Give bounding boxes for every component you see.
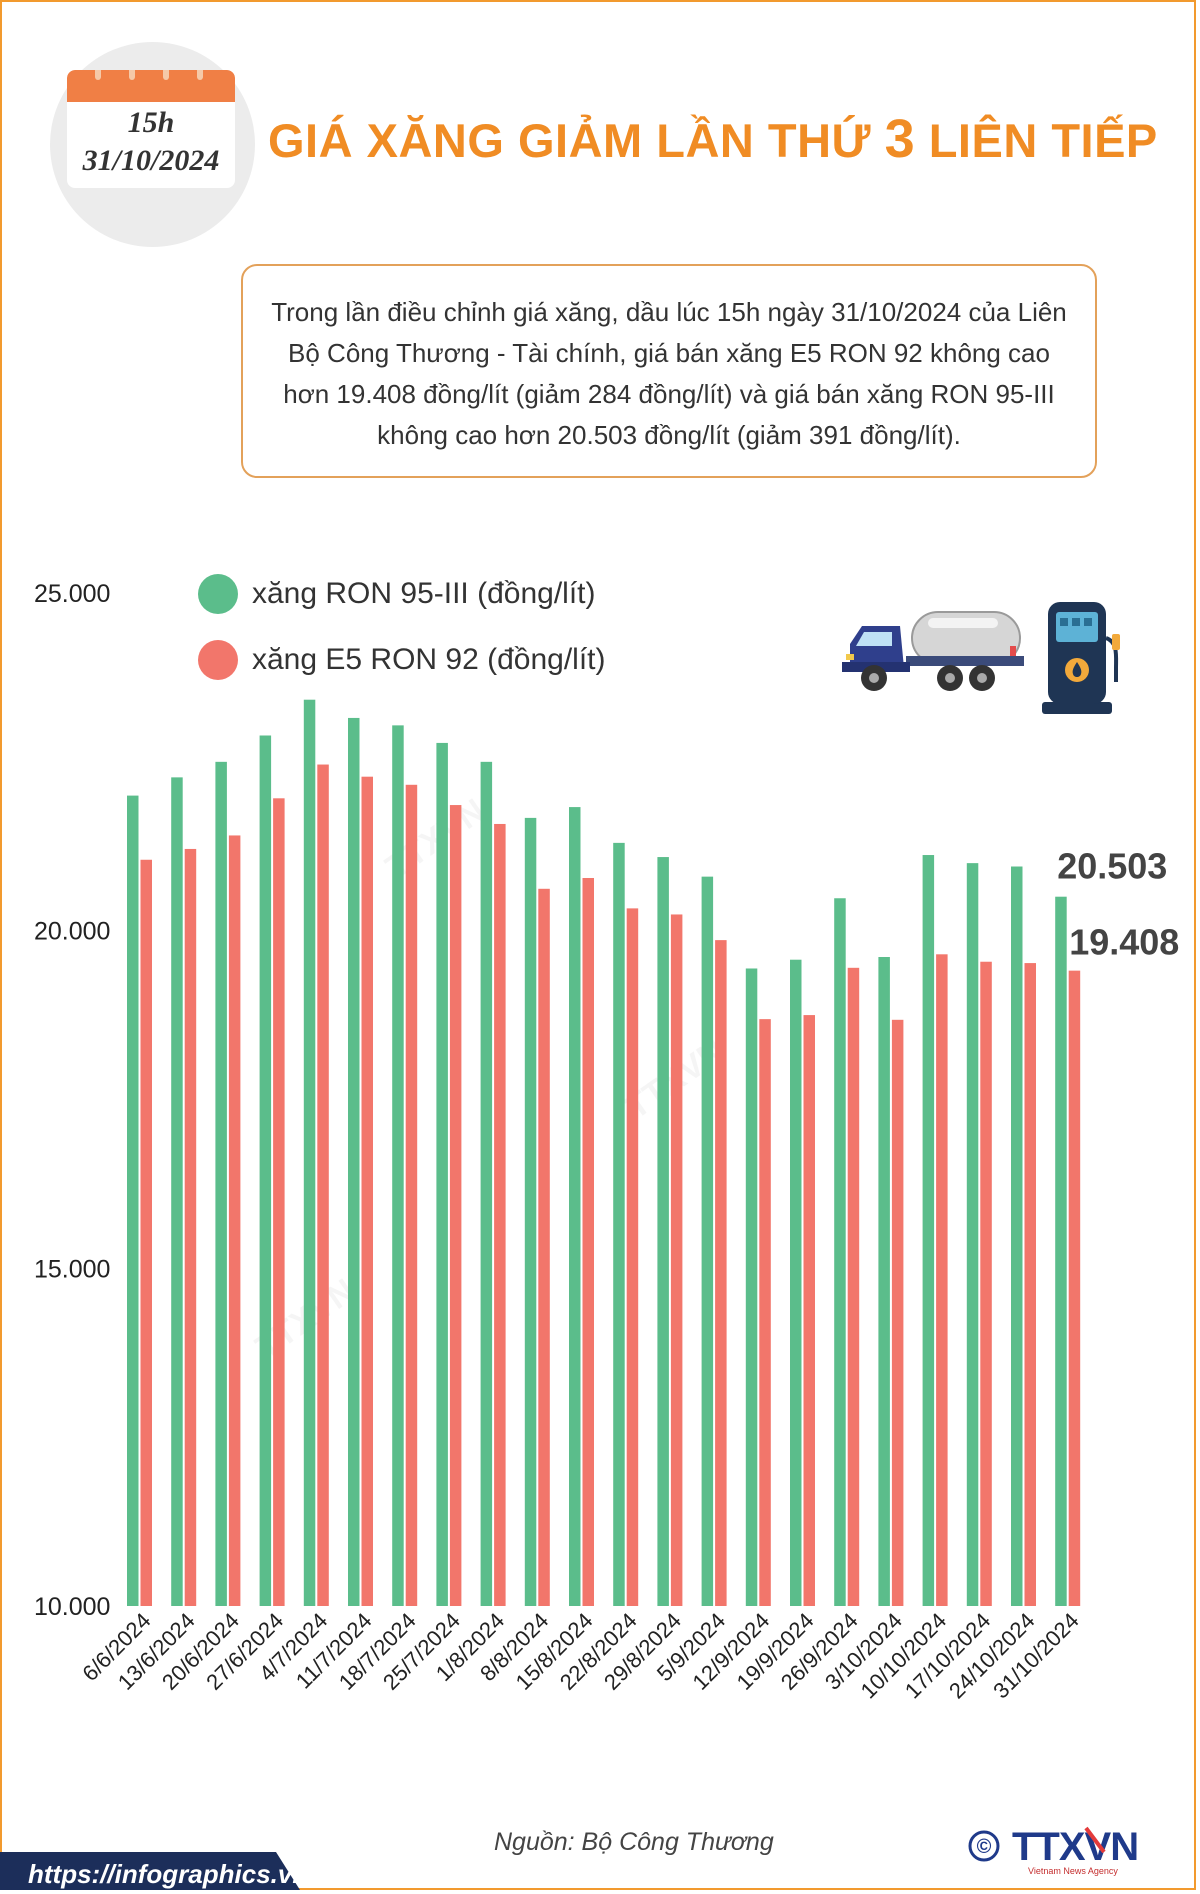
bar-e5: [273, 798, 285, 1606]
bar-e5: [891, 1019, 904, 1606]
bar-ron95: [922, 855, 935, 1606]
bar-e5: [317, 764, 329, 1606]
bar-ron95: [348, 717, 360, 1606]
bar-ron95: [127, 795, 139, 1606]
y-tick-label: 25.000: [34, 580, 110, 608]
bar-e5: [980, 961, 992, 1606]
bar-e5: [847, 967, 860, 1606]
bar-e5: [803, 1015, 815, 1606]
bar-ron95: [480, 761, 493, 1606]
bar-e5: [494, 823, 506, 1606]
bar-e5: [538, 888, 550, 1606]
legend-item-ron95: xăng RON 95-III (đồng/lít): [198, 572, 595, 616]
page-title: GIÁ XĂNG GIẢM LẦN THỨ 3 LIÊN TIẾP: [268, 108, 1178, 170]
calendar-time: 15h: [127, 106, 175, 139]
bar-ron95: [569, 807, 581, 1606]
bar-e5: [626, 908, 639, 1606]
website-link[interactable]: https://infographics.vn: [28, 1859, 309, 1889]
bar-ron95: [834, 898, 846, 1606]
y-tick-label: 10.000: [34, 1593, 110, 1621]
bar-ron95: [966, 863, 979, 1606]
source-note: Nguồn: Bộ Công Thương: [494, 1828, 774, 1856]
bar-e5: [759, 1019, 771, 1606]
bar-ron95: [436, 742, 448, 1606]
annotation-ron95-latest: 20.503: [1057, 846, 1167, 887]
bar-ron95: [745, 968, 758, 1606]
bar-ron95: [701, 876, 714, 1606]
svg-text:Vietnam News Agency: Vietnam News Agency: [1028, 1866, 1118, 1876]
bar-e5: [361, 776, 373, 1606]
bar-e5: [936, 954, 948, 1606]
bar-ron95: [524, 817, 537, 1606]
bar-ron95: [613, 842, 625, 1606]
svg-text:©: ©: [977, 1836, 992, 1858]
legend-item-e5: xăng E5 RON 92 (đồng/lít): [198, 638, 606, 682]
bar-ron95: [303, 699, 316, 1606]
legend-label-e5: xăng E5 RON 92 (đồng/lít): [252, 643, 606, 676]
svg-text:TTXVN: TTXVN: [1012, 1825, 1138, 1869]
fuel-pump-icon: [1042, 602, 1120, 714]
bar-ron95: [1055, 896, 1067, 1606]
title-text-end: LIÊN TIẾP: [915, 114, 1158, 167]
bar-ron95: [1011, 866, 1023, 1606]
legend-swatch-e5: [198, 640, 238, 680]
bar-e5: [1068, 970, 1081, 1606]
ttxvn-logo: © TTXVN Vietnam News Agency: [968, 1825, 1139, 1876]
bar-e5: [715, 940, 727, 1606]
bar-ron95: [215, 761, 227, 1606]
annotation-e5-latest: 19.408: [1069, 922, 1179, 963]
y-tick-label: 15.000: [34, 1255, 110, 1283]
title-text-start: GIÁ XĂNG GIẢM LẦN THỨ: [268, 114, 885, 167]
tanker-truck-icon: [842, 611, 1024, 691]
website-banner: [0, 1852, 300, 1890]
bar-ron95: [878, 957, 890, 1606]
calendar-icon: 15h 31/10/2024: [67, 70, 235, 188]
bar-e5: [1024, 963, 1036, 1606]
bar-e5: [582, 877, 594, 1606]
description-box: Trong lần điều chỉnh giá xăng, dầu lúc 1…: [241, 264, 1097, 478]
bar-ron95: [259, 735, 272, 1606]
y-tick-label: 20.000: [34, 918, 110, 946]
bar-chart: 10.00015.00020.00025.0006/6/202413/6/202…: [34, 580, 1179, 1703]
bar-e5: [228, 835, 241, 1606]
title-number: 3: [884, 109, 916, 169]
bar-ron95: [657, 857, 669, 1606]
legend-label-ron95: xăng RON 95-III (đồng/lít): [252, 577, 596, 610]
bar-ron95: [392, 725, 404, 1606]
legend-swatch-ron95: [198, 574, 238, 614]
bar-ron95: [171, 777, 183, 1606]
calendar-date: 31/10/2024: [82, 144, 220, 177]
bar-ron95: [790, 959, 802, 1606]
bar-e5: [449, 805, 462, 1606]
bar-e5: [405, 784, 418, 1606]
bar-e5: [670, 914, 683, 1606]
bar-e5: [140, 859, 152, 1606]
bar-e5: [184, 848, 197, 1606]
